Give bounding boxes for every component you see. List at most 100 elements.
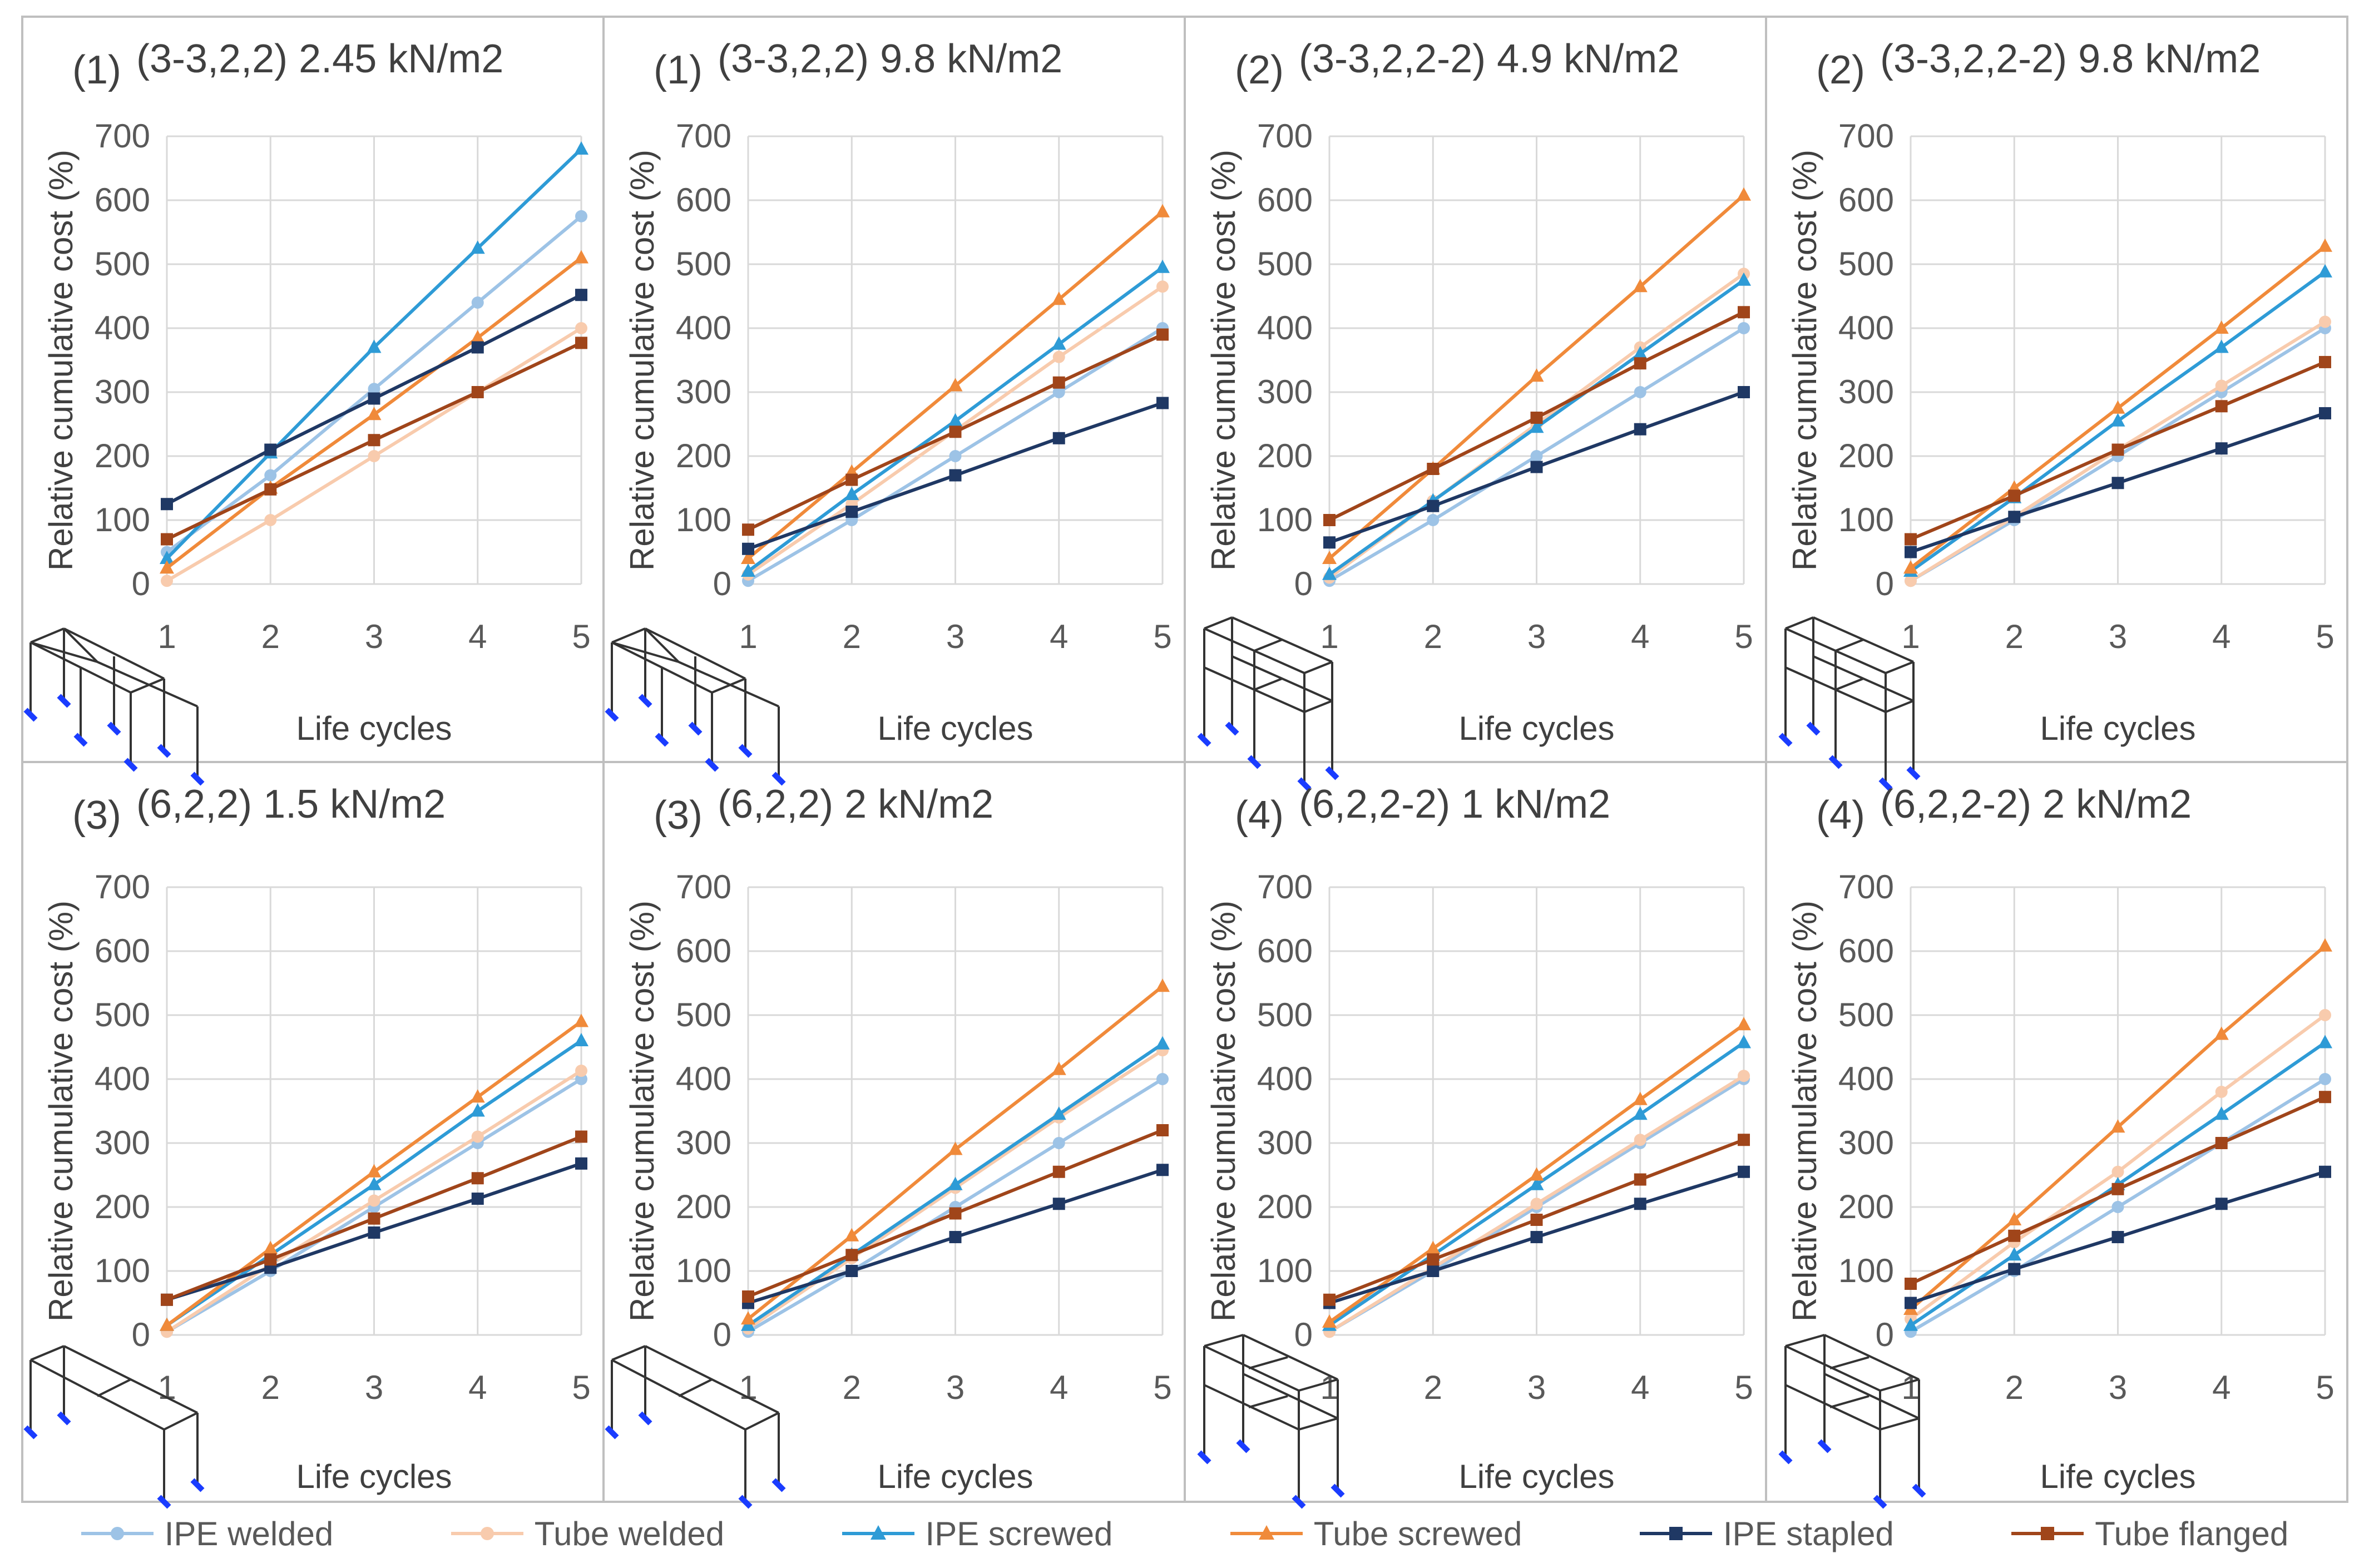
x-tick-label: 4	[2212, 1369, 2230, 1406]
data-point	[2214, 1106, 2229, 1120]
data-point	[2215, 379, 2228, 392]
y-tick-label: 0	[713, 1316, 731, 1353]
data-point	[845, 1265, 858, 1277]
legend-label: IPE stapled	[1723, 1515, 1894, 1552]
frame-member	[1785, 1334, 1825, 1347]
y-tick-label: 600	[95, 932, 150, 970]
y-tick-label: 700	[676, 117, 731, 155]
x-tick-label: 2	[2005, 1369, 2024, 1406]
data-point	[2214, 320, 2229, 334]
data-point	[948, 1176, 963, 1190]
support-icon	[123, 758, 138, 772]
data-point	[1052, 376, 1065, 389]
y-tick-label: 500	[676, 996, 731, 1033]
legend-item: IPE stapled	[1639, 1515, 1894, 1553]
frame-member	[1824, 1334, 1920, 1381]
y-tick-label: 100	[676, 1252, 731, 1289]
data-point	[1323, 1293, 1336, 1306]
x-axis-label: Life cycles	[2040, 710, 2195, 747]
structure-thumbnail-icon	[1778, 1334, 1926, 1509]
data-point	[845, 506, 858, 518]
support-icon	[638, 694, 652, 708]
y-axis-label: Relative cumulative cost (%)	[1205, 150, 1242, 571]
frame-member	[97, 1378, 131, 1397]
support-icon	[605, 1425, 619, 1440]
data-point	[1903, 560, 1918, 574]
data-point	[1051, 1061, 1066, 1075]
data-point	[471, 1130, 484, 1143]
panel-number: (1)	[72, 48, 121, 92]
support-icon	[688, 721, 703, 736]
y-tick-label: 500	[95, 996, 150, 1033]
data-point	[844, 487, 859, 500]
data-point	[368, 1212, 380, 1225]
x-tick-label: 5	[1153, 618, 1171, 655]
structure-thumbnail-icon	[1197, 1334, 1345, 1509]
y-tick-label: 0	[1876, 1316, 1894, 1353]
support-icon	[73, 733, 88, 747]
support-icon	[1247, 755, 1262, 769]
support-icon	[1197, 733, 1211, 747]
y-tick-label: 400	[676, 309, 731, 347]
support-icon	[157, 744, 171, 758]
data-point	[1633, 346, 1648, 359]
legend-swatch-icon	[451, 1527, 523, 1540]
chart-title: (6,2,2) 1.5 kN/m2	[136, 782, 446, 827]
y-tick-label: 100	[95, 501, 150, 538]
x-tick-label: 2	[261, 1369, 280, 1406]
frame-member	[745, 1412, 779, 1431]
data-point	[264, 1253, 277, 1266]
data-point	[574, 141, 588, 155]
data-point	[1323, 514, 1336, 526]
chart-panel: (3) (6,2,2) 2 kN/m2 0 100 200 300 400 500 600 700…	[605, 782, 1172, 1509]
data-point	[1155, 204, 1170, 217]
data-point	[264, 443, 277, 456]
x-tick-label: 2	[843, 618, 861, 655]
y-tick-label: 0	[1294, 1316, 1313, 1353]
data-point	[2111, 477, 2124, 489]
y-tick-label: 400	[95, 1060, 150, 1097]
data-point	[1634, 357, 1646, 370]
data-point	[264, 469, 277, 482]
data-point	[1738, 322, 1750, 334]
panel-number: (2)	[1816, 48, 1865, 92]
data-point	[742, 1290, 754, 1303]
data-point	[2111, 1183, 2124, 1195]
support-icon	[1828, 755, 1843, 769]
data-point	[368, 392, 380, 405]
data-point	[844, 1228, 859, 1241]
y-tick-label: 200	[676, 1188, 731, 1225]
x-axis-label: Life cycles	[296, 710, 452, 747]
y-tick-label: 200	[95, 437, 150, 474]
x-tick-label: 3	[2109, 618, 2127, 655]
y-tick-label: 700	[1838, 117, 1894, 155]
y-tick-label: 500	[1838, 245, 1894, 283]
data-point	[1737, 187, 1751, 201]
support-icon	[1878, 777, 1893, 792]
chart-title: (6,2,2-2) 2 kN/m2	[1880, 782, 2192, 827]
x-tick-label: 4	[468, 618, 487, 655]
data-point	[2319, 1073, 2331, 1085]
data-point	[1426, 1240, 1441, 1254]
x-tick-label: 5	[1734, 618, 1753, 655]
data-point	[367, 339, 382, 353]
data-point	[2110, 1119, 2125, 1133]
frame-member	[1885, 661, 1914, 674]
data-point	[845, 1249, 858, 1262]
data-point	[2008, 1263, 2021, 1275]
x-tick-label: 3	[946, 618, 965, 655]
data-point	[2319, 1091, 2331, 1104]
data-point	[1737, 1035, 1751, 1048]
y-tick-label: 0	[1294, 565, 1313, 602]
data-point	[1052, 350, 1065, 363]
y-tick-label: 700	[95, 868, 150, 906]
support-icon	[1331, 1483, 1345, 1498]
data-point	[1530, 1198, 1543, 1210]
data-point	[1738, 386, 1750, 398]
data-point	[2008, 1229, 2021, 1242]
support-icon	[57, 694, 71, 708]
legend-label: Tube welded	[534, 1515, 725, 1552]
data-point	[1905, 1278, 1917, 1290]
data-point	[2007, 1247, 2022, 1261]
data-point	[575, 1157, 587, 1170]
